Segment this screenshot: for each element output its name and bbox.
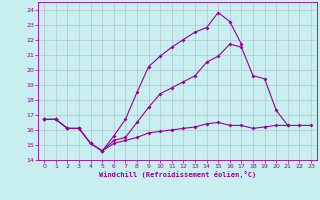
X-axis label: Windchill (Refroidissement éolien,°C): Windchill (Refroidissement éolien,°C)	[99, 171, 256, 178]
